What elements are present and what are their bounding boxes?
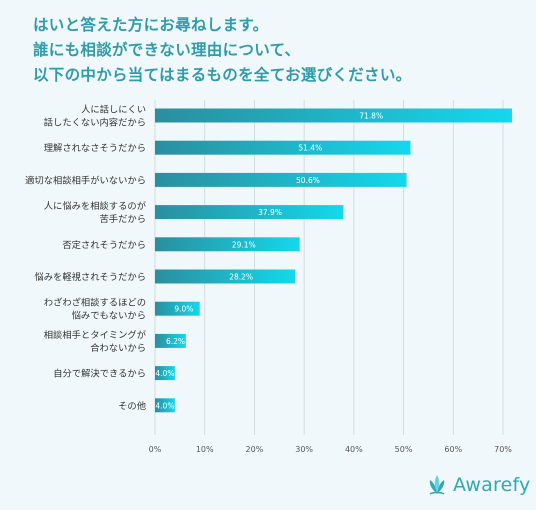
- x-tick-label: 20%: [246, 445, 264, 454]
- category-label-line: 人に話しにくい: [81, 104, 146, 116]
- bar: [155, 237, 300, 252]
- category-label: 適切な相談相手がいないから: [25, 174, 146, 186]
- bar: [155, 366, 175, 381]
- category-label-line: 適切な相談相手がいないから: [25, 174, 146, 186]
- bar-value-label: 29.1%: [232, 240, 256, 249]
- brand-logo: Awarefy: [425, 470, 531, 500]
- category-label-line: 理解されなさそうだから: [44, 142, 146, 154]
- x-tick-label: 10%: [196, 445, 214, 454]
- category-label-line: 相談相手とタイミングが: [44, 329, 147, 341]
- bar-value-label: 50.6%: [296, 176, 320, 185]
- bar: [155, 301, 200, 316]
- category-label-line: 否定されそうだから: [62, 239, 146, 251]
- category-label: 自分で解決できるから: [53, 368, 146, 380]
- bar: [155, 140, 411, 155]
- category-label: 悩みを軽視されそうだから: [34, 271, 146, 283]
- brand-name: Awarefy: [453, 474, 531, 496]
- category-label-line: 話したくない内容だから: [44, 117, 146, 129]
- category-label: 人に話しにくい話したくない内容だから: [44, 104, 146, 129]
- category-label-line: わざわざ相談するほどの: [44, 297, 146, 309]
- bar-value-label: 6.2%: [166, 337, 185, 346]
- category-label-line: 苦手だから: [100, 213, 147, 225]
- bar-value-label: 37.9%: [258, 208, 282, 217]
- bar: [155, 269, 296, 284]
- category-label: 人に悩みを相談するのが苦手だから: [44, 200, 147, 225]
- x-tick-label: 0%: [149, 445, 162, 454]
- category-label-line: 合わないから: [90, 342, 146, 354]
- bar: [155, 205, 344, 220]
- category-label: その他: [118, 400, 146, 412]
- category-label-line: 人に悩みを相談するのが: [44, 200, 147, 212]
- bar-value-label: 71.8%: [359, 112, 383, 121]
- x-tick-label: 40%: [345, 445, 363, 454]
- bar-value-label: 4.0%: [155, 369, 174, 378]
- x-tick-label: 30%: [295, 445, 313, 454]
- category-label-line: その他: [118, 400, 146, 412]
- category-label-line: 悩みでもないから: [72, 310, 146, 322]
- x-tick-label: 60%: [444, 445, 462, 454]
- bar-value-label: 51.4%: [298, 144, 322, 153]
- chart-title-line-1: はいと答えた方にお尋ねします。: [33, 16, 269, 34]
- awarefy-logo-icon: [429, 475, 445, 495]
- chart-title: はいと答えた方にお尋ねします。 誰にも相談ができない理由について、 以下の中から…: [33, 13, 513, 88]
- bar: [155, 333, 186, 348]
- chart-title-line-3: 以下の中から当てはまるものを全てお選びください。: [33, 66, 412, 84]
- bar: [155, 172, 407, 187]
- category-label: わざわざ相談するほどの悩みでもないから: [44, 297, 146, 322]
- category-label: 理解されなさそうだから: [44, 142, 146, 154]
- bar-value-label: 9.0%: [174, 305, 193, 314]
- bar: [155, 398, 175, 413]
- bar-chart: 71.8% 人に話しにくい話したくない内容だから 51.4% 理解されなさそうだから 5…: [25, 100, 512, 454]
- bar-value-label: 28.2%: [229, 273, 253, 282]
- bar: [155, 108, 512, 123]
- category-label-line: 悩みを軽視されそうだから: [34, 271, 146, 283]
- x-tick-label: 50%: [395, 445, 413, 454]
- bar-value-label: 4.0%: [155, 401, 174, 410]
- category-label-line: 自分で解決できるから: [53, 368, 146, 380]
- category-label: 相談相手とタイミングが合わないから: [44, 329, 147, 354]
- chart-title-line-2: 誰にも相談ができない理由について、: [33, 41, 301, 59]
- x-tick-label: 70%: [494, 445, 512, 454]
- category-label: 否定されそうだから: [62, 239, 146, 251]
